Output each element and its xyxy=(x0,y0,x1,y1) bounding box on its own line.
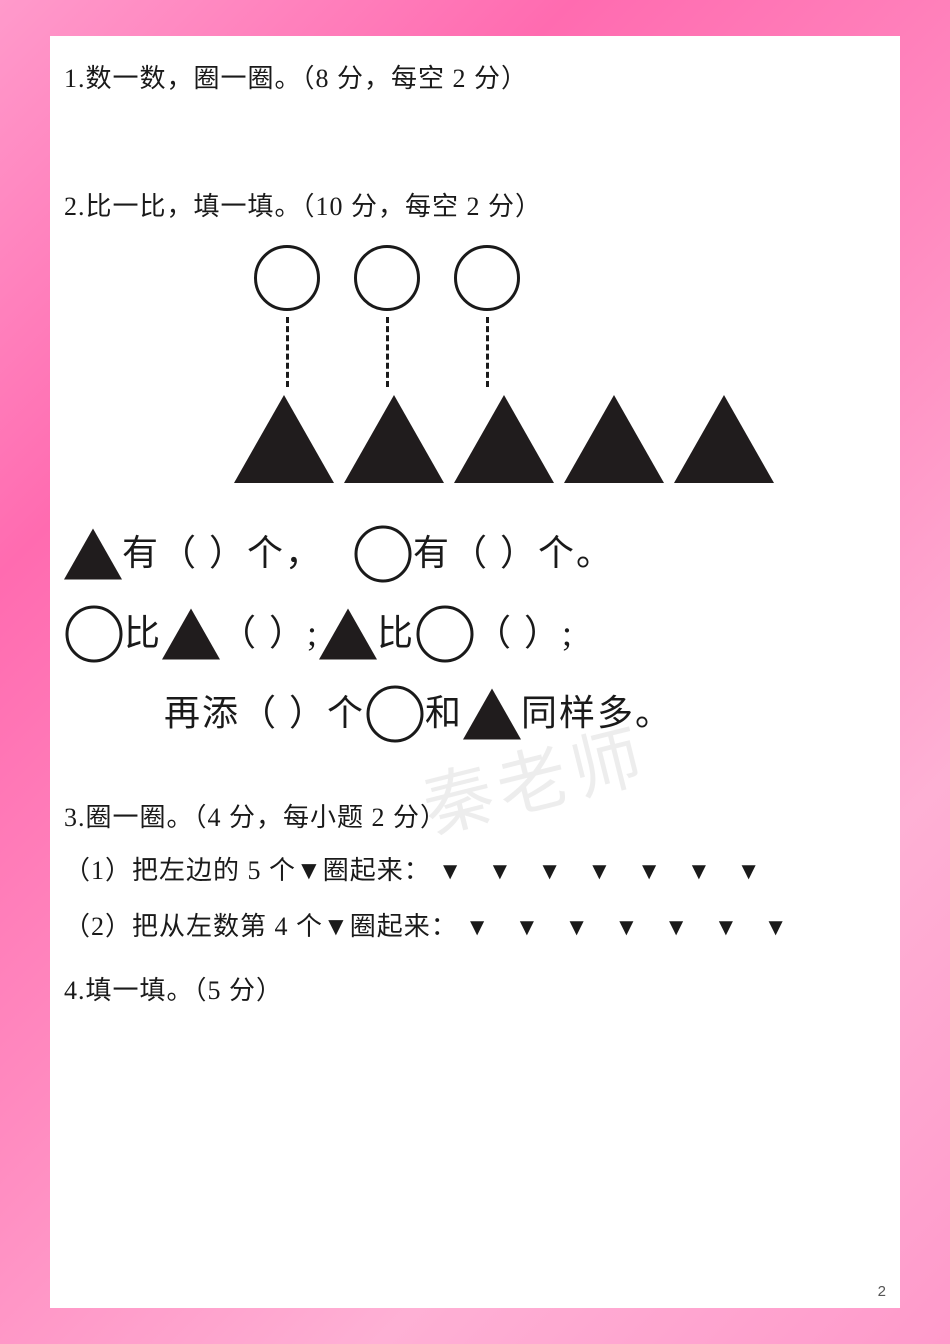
answer-line-3: 再添（ ）个 和 同样多。 xyxy=(64,677,886,751)
compare-diagram xyxy=(64,245,886,505)
diagram-triangle xyxy=(564,395,664,483)
worksheet-page: 1.数一数，圈一圈。（8 分，每空 2 分） 2.比一比，填一填。（10 分，每… xyxy=(50,36,900,1308)
spacer xyxy=(64,108,886,186)
triangle-icon xyxy=(162,608,220,660)
text: 比 xyxy=(377,597,415,671)
diagram-dash xyxy=(386,317,389,387)
text: 有（ ）个。 xyxy=(413,517,614,591)
circle-icon xyxy=(353,524,413,584)
circle-icon xyxy=(365,684,425,744)
text: 同样多。 xyxy=(521,677,673,751)
diagram-circle xyxy=(454,245,520,311)
text: （ ）; xyxy=(220,597,319,671)
spacer xyxy=(64,757,886,797)
diagram-triangle xyxy=(344,395,444,483)
question-3: 3.圈一圈。（4 分，每小题 2 分） xyxy=(64,797,886,839)
question-4: 4.填一填。（5 分） xyxy=(64,966,886,1015)
text: 有（ ）个， xyxy=(122,517,323,591)
diagram-triangle xyxy=(454,395,554,483)
diagram-triangle xyxy=(234,395,334,483)
answer-lines: 有（ ）个， 有（ ）个。 比 （ ）; 比 （ ）; 再添（ ）个 和 同样多… xyxy=(64,517,886,750)
diagram-triangle xyxy=(674,395,774,483)
page-number: 2 xyxy=(878,1283,886,1300)
triangle-icon xyxy=(463,688,521,740)
text: （1）把左边的 5 个▼圈起来： xyxy=(64,856,438,885)
circle-icon xyxy=(64,604,124,664)
triangle-icon xyxy=(64,528,122,580)
text: 再添（ ）个 xyxy=(164,677,365,751)
question-3-1: （1）把左边的 5 个▼圈起来： ▼ ▼ ▼ ▼ ▼ ▼ ▼ xyxy=(64,846,886,896)
diagram-dash xyxy=(486,317,489,387)
text: （ ）; xyxy=(475,597,574,671)
text: （2）把从左数第 4 个▼圈起来： xyxy=(64,912,465,941)
diagram-circle xyxy=(254,245,320,311)
circle-icon xyxy=(415,604,475,664)
question-2: 2.比一比，填一填。（10 分，每空 2 分） xyxy=(64,186,886,228)
answer-line-1: 有（ ）个， 有（ ）个。 xyxy=(64,517,886,591)
text: 比 xyxy=(124,597,162,671)
triangle-icon xyxy=(319,608,377,660)
diagram-dash xyxy=(286,317,289,387)
triangle-row: ▼ ▼ ▼ ▼ ▼ ▼ ▼ xyxy=(438,850,770,896)
diagram-circle xyxy=(354,245,420,311)
question-3-2: （2）把从左数第 4 个▼圈起来： ▼ ▼ ▼ ▼ ▼ ▼ ▼ xyxy=(64,902,886,952)
triangle-row: ▼ ▼ ▼ ▼ ▼ ▼ ▼ xyxy=(465,906,797,952)
question-1: 1.数一数，圈一圈。（8 分，每空 2 分） xyxy=(64,58,886,100)
answer-line-2: 比 （ ）; 比 （ ）; xyxy=(64,597,886,671)
text: 和 xyxy=(425,677,463,751)
